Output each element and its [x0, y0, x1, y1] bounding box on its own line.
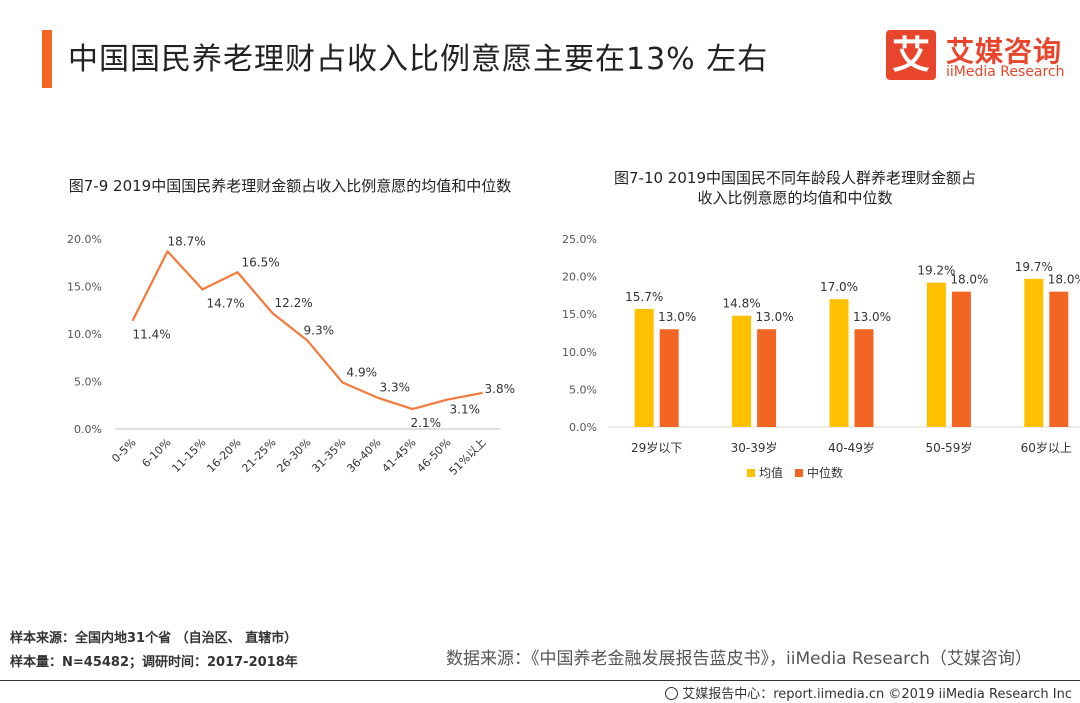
line-data-label: 11.4%: [133, 328, 171, 342]
bar-data-label: 14.8%: [723, 297, 761, 311]
line-data-label: 4.9%: [347, 365, 378, 379]
title-accent-bar: [42, 30, 52, 88]
bar-x-tick-label: 30-39岁: [731, 440, 778, 455]
line-data-label: 16.5%: [242, 255, 280, 269]
bar-legend-label: 中位数: [807, 465, 843, 480]
line-data-label: 12.2%: [275, 296, 313, 310]
page-title: 中国国民养老理财占收入比例意愿主要在13% 左右: [68, 42, 769, 77]
line-data-label: 3.1%: [450, 403, 481, 417]
bar-mean: [926, 282, 946, 427]
bar-data-label: 17.0%: [820, 280, 858, 294]
bar-x-tick-label: 40-49岁: [828, 440, 875, 455]
bar-mean: [732, 315, 752, 427]
logo-en-text: iiMedia Research: [946, 64, 1065, 80]
bar-x-tick-label: 29岁以下: [631, 440, 682, 455]
logo-cn-text: 艾媒咨询: [946, 35, 1063, 68]
bar-mean: [829, 299, 849, 427]
bar-data-label: 13.0%: [853, 310, 891, 324]
bar-data-label: 13.0%: [756, 310, 794, 324]
line-x-tick-label: 51%以上: [447, 436, 489, 478]
bar-median: [951, 291, 971, 427]
bar-median: [659, 329, 679, 427]
bar-legend-label: 均值: [759, 465, 783, 480]
line-chart: 0.0%5.0%10.0%15.0%20.0%0-5% 6-10%11-15%16…: [67, 233, 516, 478]
line-y-tick-label: 0.0%: [74, 423, 102, 436]
line-data-label: 14.7%: [207, 296, 245, 310]
brand-logo: 艾 艾媒咨询 iiMedia Research: [886, 30, 1066, 84]
bar-median: [757, 329, 777, 427]
bar-legend-swatch: [747, 469, 755, 477]
bar-x-tick-label: 60岁以上: [1021, 440, 1072, 455]
line-data-label: 9.3%: [304, 324, 335, 338]
line-data-label: 3.8%: [485, 382, 516, 396]
line-x-tick-label: 31-35%: [309, 436, 348, 475]
line-y-tick-label: 5.0%: [74, 376, 102, 389]
bar-chart: 0.0% 5.0% 10.0% 15.0% 20.0% 25.0% 29岁以下 15.7% 13…: [562, 233, 1080, 480]
data-source: 数据来源：《中国养老金融发展报告蓝皮书》，iiMedia Research（艾媒…: [446, 649, 1032, 669]
bar-x-tick-label: 50-59岁: [925, 440, 972, 455]
globe-icon: [665, 687, 679, 700]
bar-data-label: 18.0%: [950, 273, 988, 287]
sample-size: 样本量：N=45482；调研时间：2017-2018年: [10, 655, 298, 670]
line-y-tick-label: 20.0%: [67, 233, 102, 246]
line-x-tick-label: 6-10%: [139, 436, 173, 470]
bar-data-label: 19.2%: [917, 264, 955, 278]
line-y-tick-label: 15.0%: [67, 281, 102, 294]
line-x-tick-label: 26-30%: [274, 436, 313, 475]
bar-mean: [634, 308, 654, 427]
line-data-label: 3.3%: [380, 381, 411, 395]
line-x-tick-label: 0-5%: [109, 436, 138, 465]
bar-chart-title-line1: 图7-10 2019中国国民不同年龄段人群养老理财金额占: [614, 169, 976, 187]
line-series: [131, 250, 483, 411]
bar-y-tick-label: 10.0%: [562, 346, 597, 359]
bar-median: [854, 329, 874, 427]
bar-median: [1049, 291, 1069, 427]
bar-chart-title: 图7-10 2019中国国民不同年龄段人群养老理财金额占 收入比例意愿的均值和中…: [560, 168, 1030, 208]
line-x-tick-label: 16-20%: [204, 436, 243, 475]
bar-data-label: 18.0%: [1048, 273, 1080, 287]
bar-y-tick-label: 15.0%: [562, 308, 597, 321]
line-data-label: 18.7%: [168, 234, 206, 248]
line-chart-title: 图7-9 2019中国国民养老理财金额占收入比例意愿的均值和中位数: [68, 177, 512, 195]
copyright: 艾媒报告中心：report.iimedia.cn ©2019 iiMedia R…: [665, 683, 1072, 702]
logo-mark: 艾: [886, 30, 936, 80]
line-x-tick-label: 11-15%: [169, 436, 208, 475]
bar-data-label: 13.0%: [658, 310, 696, 324]
bar-y-tick-label: 5.0%: [569, 383, 597, 396]
line-data-label: 2.1%: [411, 416, 442, 430]
bar-mean: [1024, 278, 1044, 427]
line-x-tick-label: 41-45%: [379, 436, 418, 475]
line-y-tick-label: 10.0%: [67, 328, 102, 341]
bar-chart-title-line2: 收入比例意愿的均值和中位数: [697, 189, 893, 207]
bar-y-tick-label: 20.0%: [562, 271, 597, 284]
bar-y-tick-label: 0.0%: [569, 421, 597, 434]
bar-y-tick-label: 25.0%: [562, 233, 597, 246]
line-x-tick-label: 21-25%: [239, 436, 278, 475]
copyright-text: 艾媒报告中心：report.iimedia.cn ©2019 iiMedia R…: [682, 687, 1072, 702]
sample-source: 样本来源：全国内地31个省 （自治区、 直辖市）: [10, 631, 298, 646]
bar-data-label: 15.7%: [625, 290, 663, 304]
footer-divider: [0, 680, 1080, 681]
bar-data-label: 19.7%: [1015, 260, 1053, 274]
line-x-tick-label: 36-40%: [344, 436, 383, 475]
bar-legend-swatch: [795, 469, 803, 477]
